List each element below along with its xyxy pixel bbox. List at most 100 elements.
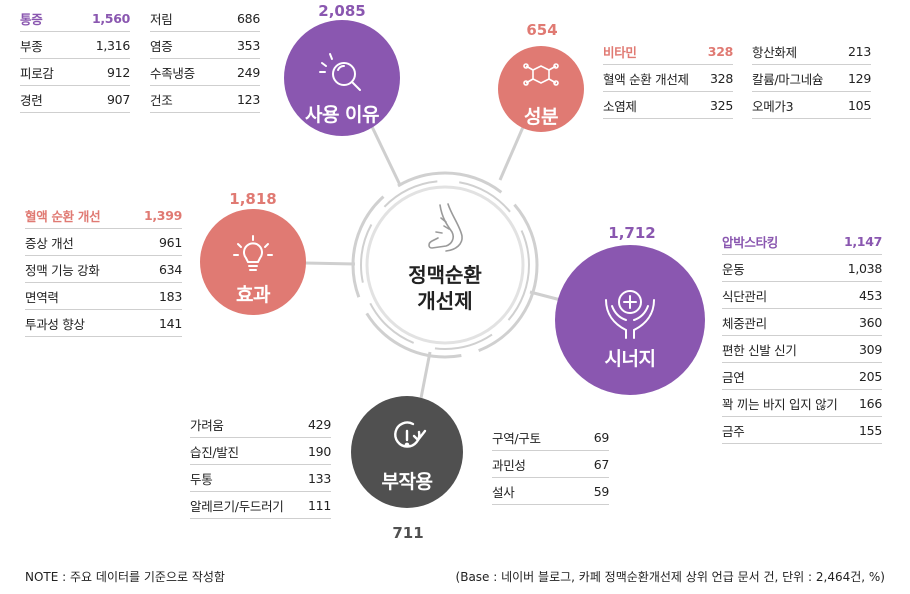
table-row: 압박스타킹 1,147 (722, 228, 882, 255)
count-synergy: 1,712 (608, 224, 656, 242)
row-label: 혈액 순환 개선 (25, 208, 101, 224)
table-row: 식단관리 453 (722, 282, 882, 309)
row-label: 저림 (150, 11, 173, 27)
row-value: 59 (593, 483, 610, 499)
row-label: 가려움 (190, 417, 224, 433)
leg-icon (428, 203, 463, 252)
bubble-synergy (555, 245, 705, 395)
table-row: 통증 1,560 (20, 5, 130, 32)
bubble-ingredient (498, 46, 584, 132)
center-title-line1: 정맥순환 (408, 263, 482, 287)
row-label: 오메가3 (752, 98, 794, 114)
row-value: 69 (593, 429, 610, 445)
bubble-label-side: 부작용 (381, 471, 433, 493)
table-side-right: 구역/구토 69 과민성 67 설사 59 (492, 424, 609, 505)
table-row: 금주 155 (722, 417, 882, 444)
row-label: 투과성 향상 (25, 316, 85, 332)
table-row: 꽉 끼는 바지 입지 않기 166 (722, 390, 882, 417)
table-row: 체중관리 360 (722, 309, 882, 336)
row-value: 907 (107, 91, 130, 107)
row-value: 141 (159, 315, 182, 331)
table-row: 항산화제 213 (752, 38, 871, 65)
table-row: 수족냉증 249 (150, 59, 260, 86)
row-label: 편한 신발 신기 (722, 342, 797, 358)
table-row: 면역력 183 (25, 283, 182, 310)
hands-plus-icon (605, 290, 655, 339)
row-value: 325 (710, 97, 733, 113)
row-label: 금주 (722, 423, 745, 439)
row-value: 961 (159, 234, 182, 250)
row-value: 634 (159, 261, 182, 277)
bubble-label-usage: 사용 이유 (304, 104, 380, 126)
row-value: 328 (707, 43, 734, 59)
table-row: 운동 1,038 (722, 255, 882, 282)
table-synergy: 압박스타킹 1,147 운동 1,038 식단관리 453 체중관리 360 편한 신발 신기 3… (722, 228, 882, 444)
table-row: 설사 59 (492, 478, 609, 505)
table-ingredient-left: 비타민 328 혈액 순환 개선제 328 소염제 325 (603, 38, 733, 119)
table-row: 정맥 기능 강화 634 (25, 256, 182, 283)
bubble-label-effect: 효과 (236, 284, 270, 306)
row-label: 정맥 기능 강화 (25, 262, 100, 278)
row-label: 두통 (190, 471, 213, 487)
row-label: 통증 (20, 11, 43, 27)
row-label: 소염제 (603, 98, 637, 114)
row-value: 190 (308, 443, 331, 459)
row-value: 105 (848, 97, 871, 113)
table-row: 혈액 순환 개선제 328 (603, 65, 733, 92)
table-row: 혈액 순환 개선 1,399 (25, 202, 182, 229)
row-value: 360 (859, 314, 882, 330)
row-label: 염증 (150, 38, 173, 54)
row-label: 알레르기/두드러기 (190, 498, 284, 514)
bubble-label-ingredient: 성분 (524, 106, 558, 128)
table-row: 칼륨/마그네슘 129 (752, 65, 871, 92)
table-row: 금연 205 (722, 363, 882, 390)
row-value: 353 (237, 37, 260, 53)
row-label: 피로감 (20, 65, 54, 81)
row-value: 133 (308, 470, 331, 486)
row-value: 123 (237, 91, 260, 107)
row-value: 1,147 (843, 233, 882, 249)
footer-note: NOTE : 주요 데이터를 기준으로 작성함 (25, 570, 225, 584)
row-value: 429 (308, 416, 331, 432)
row-label: 체중관리 (722, 315, 767, 331)
table-row: 저림 686 (150, 5, 260, 32)
table-row: 투과성 향상 141 (25, 310, 182, 337)
table-row: 두통 133 (190, 465, 331, 492)
table-row: 경련 907 (20, 86, 130, 113)
row-value: 912 (107, 64, 130, 80)
table-row: 비타민 328 (603, 38, 733, 65)
table-usage-left: 통증 1,560 부종 1,316 피로감 912 경련 907 (20, 5, 130, 113)
table-row: 가려움 429 (190, 411, 331, 438)
row-value: 166 (859, 395, 882, 411)
alert-icon (394, 421, 427, 448)
row-value: 67 (593, 456, 610, 472)
count-effect: 1,818 (229, 190, 277, 208)
molecule-icon (523, 63, 559, 86)
row-label: 구역/구토 (492, 430, 541, 446)
row-label: 비타민 (603, 44, 637, 60)
table-row: 소염제 325 (603, 92, 733, 119)
row-label: 건조 (150, 92, 173, 108)
table-row: 습진/발진 190 (190, 438, 331, 465)
footer-base: (Base : 네이버 블로그, 카페 정맥순환개선제 상위 언급 문서 건, … (455, 570, 885, 584)
lightbulb-icon (233, 235, 273, 271)
count-side: 711 (392, 524, 424, 542)
row-label: 항산화제 (752, 44, 797, 60)
row-value: 309 (859, 341, 882, 357)
row-value: 129 (848, 70, 871, 86)
row-label: 꽉 끼는 바지 입지 않기 (722, 396, 838, 412)
row-label: 경련 (20, 92, 43, 108)
row-label: 증상 개선 (25, 235, 74, 251)
row-value: 686 (237, 10, 260, 26)
table-side-left: 가려움 429 습진/발진 190 두통 133 알레르기/두드러기 111 (190, 411, 331, 519)
table-row: 편한 신발 신기 309 (722, 336, 882, 363)
row-label: 면역력 (25, 289, 59, 305)
row-value: 155 (859, 422, 882, 438)
row-value: 1,038 (847, 260, 883, 276)
row-label: 수족냉증 (150, 65, 195, 81)
row-value: 328 (710, 70, 733, 86)
bubble-side (351, 396, 463, 508)
table-row: 과민성 67 (492, 451, 609, 478)
table-effect: 혈액 순환 개선 1,399 증상 개선 961 정맥 기능 강화 634 면역력 183 투과… (25, 202, 182, 337)
row-value: 1,399 (143, 207, 182, 223)
